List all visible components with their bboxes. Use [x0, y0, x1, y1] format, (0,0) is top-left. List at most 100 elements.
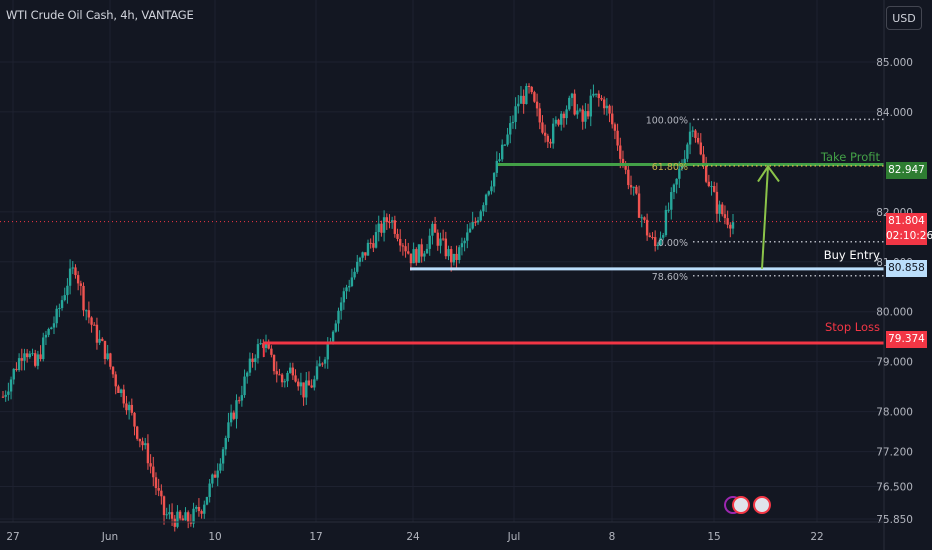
us-flag-event-icon[interactable]	[753, 496, 771, 514]
stop-loss-label: Stop Loss	[824, 320, 880, 334]
candle-body	[342, 291, 346, 303]
candle-body	[168, 512, 171, 515]
candle-body	[490, 186, 493, 192]
candle-body	[165, 514, 168, 516]
candle-body	[256, 344, 260, 359]
candle-body	[702, 154, 705, 163]
candle-body	[178, 511, 182, 519]
candle-body	[364, 252, 367, 256]
candle-body	[331, 331, 335, 342]
candle-body	[678, 168, 681, 179]
candle-body	[672, 184, 676, 193]
candle-body	[393, 220, 397, 234]
candle-body	[407, 251, 410, 254]
fibonacci-retracement: 100.00% 61.80% 0.00% 78.60%	[646, 115, 884, 283]
candle-body	[44, 334, 48, 338]
candle-body	[492, 172, 496, 187]
candle-body	[468, 228, 472, 233]
candle-body	[31, 353, 34, 355]
candle-body	[511, 121, 515, 124]
candle-body	[420, 244, 423, 257]
candle-body	[431, 223, 434, 236]
candle-body	[656, 244, 660, 247]
candle-body	[592, 93, 595, 96]
candle-body	[415, 249, 418, 263]
candle-body	[659, 237, 662, 245]
candle-body	[47, 329, 50, 335]
candle-body	[696, 137, 700, 143]
candle-body	[79, 283, 83, 286]
candle-body	[594, 93, 598, 95]
time-tick-label: 24	[406, 531, 420, 543]
candle-body	[417, 244, 421, 263]
price-tick-label: 78.000	[876, 407, 913, 419]
candle-body	[50, 327, 53, 330]
candle-body	[101, 338, 104, 341]
candle-body	[358, 257, 362, 262]
candle-body	[176, 511, 179, 527]
price-tick-label: 84.000	[876, 107, 913, 119]
candle-body	[197, 506, 201, 512]
candle-body	[272, 354, 276, 372]
candle-body	[713, 186, 716, 192]
candle-body	[186, 512, 190, 522]
currency-button[interactable]: USD	[886, 6, 922, 30]
candle-body	[482, 205, 485, 212]
bar-countdown: 02:10:26	[886, 230, 932, 242]
buy-entry-price-tag: 80.858	[886, 260, 927, 277]
candle-body	[68, 268, 72, 286]
candle-body	[503, 144, 507, 146]
candle-body	[229, 412, 233, 423]
candle-body	[514, 106, 517, 122]
candle-body	[433, 223, 437, 233]
buy-entry-label: Buy Entry	[823, 248, 880, 262]
candle-body	[597, 93, 601, 99]
candle-body	[192, 508, 195, 524]
candle-body	[578, 109, 582, 111]
candle-body	[586, 111, 590, 117]
candle-body	[76, 275, 80, 284]
time-tick-label: 8	[609, 531, 616, 543]
candle-body	[664, 210, 668, 236]
candle-body	[119, 389, 123, 393]
candle-body	[667, 209, 670, 211]
candle-body	[474, 221, 477, 223]
candle-body	[154, 477, 158, 489]
candle-body	[315, 366, 319, 380]
candle-body	[425, 248, 429, 254]
price-tick-label: 85.000	[876, 57, 913, 69]
target-arrow-shaft	[761, 166, 769, 269]
candle-body	[404, 246, 407, 252]
candle-body	[723, 214, 727, 219]
candle-body	[109, 353, 112, 367]
candle-body	[602, 99, 606, 109]
candle-body	[58, 308, 61, 310]
target-arrow	[757, 164, 780, 269]
candle-body	[648, 235, 652, 238]
candle-body	[87, 310, 91, 318]
candle-body	[584, 111, 587, 122]
candle-body	[423, 253, 426, 257]
candle-body	[581, 109, 584, 122]
candle-body	[704, 162, 708, 182]
candle-body	[127, 404, 131, 411]
candle-body	[280, 374, 284, 383]
candle-body	[149, 463, 152, 467]
candle-body	[686, 144, 689, 159]
candle-body	[237, 400, 241, 402]
candle-body	[345, 287, 348, 292]
candle-body	[267, 343, 270, 349]
candle-body	[259, 343, 262, 345]
candle-body	[396, 233, 399, 239]
candle-body	[455, 253, 458, 261]
candle-body	[52, 323, 56, 328]
candle-body	[133, 412, 136, 427]
candle-body	[428, 235, 431, 249]
time-tick-label: 10	[208, 531, 221, 543]
us-flag-event-icon[interactable]	[732, 496, 750, 514]
candle-body	[530, 86, 533, 93]
candle-body	[1, 396, 5, 398]
current-price-tag: 81.804 02:10:26	[886, 213, 932, 245]
candle-body	[264, 343, 268, 348]
